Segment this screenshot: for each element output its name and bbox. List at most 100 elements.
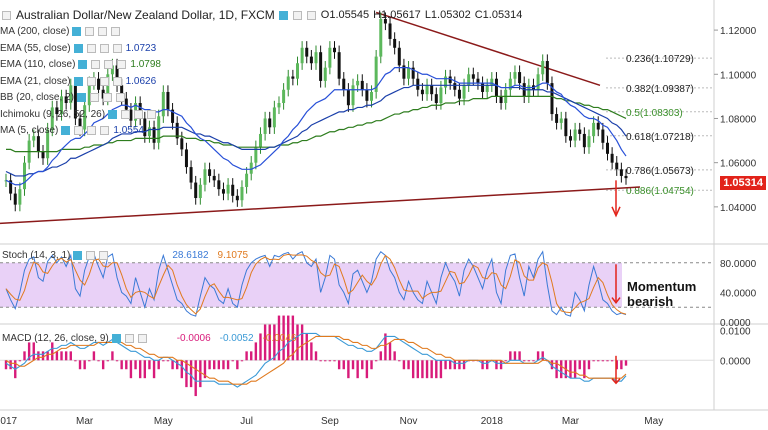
macd-histogram-bar (189, 360, 193, 388)
settings-icon[interactable] (74, 126, 84, 135)
macd-histogram-bar (416, 360, 419, 379)
candle-body (444, 76, 448, 88)
macd-histogram-bar (347, 360, 350, 379)
macd-histogram-bar (439, 360, 443, 379)
eye-icon[interactable] (78, 60, 88, 69)
macd-histogram-bar (217, 360, 221, 370)
settings-icon[interactable] (86, 251, 96, 260)
eye-icon[interactable] (278, 10, 288, 20)
close-icon[interactable] (137, 334, 147, 343)
macd-histogram-bar (305, 333, 308, 361)
macd-histogram-bar (263, 324, 267, 361)
eye-icon[interactable] (111, 334, 121, 343)
settings-icon[interactable] (86, 76, 96, 86)
candle-body (291, 76, 295, 79)
eye-icon[interactable] (73, 76, 83, 86)
close-icon[interactable] (99, 43, 109, 53)
macd-histogram-bar (213, 360, 216, 370)
more-icon[interactable] (147, 109, 157, 119)
macd-histogram-bar (365, 360, 369, 379)
settings-icon[interactable] (91, 60, 101, 69)
eye-icon[interactable] (73, 43, 83, 53)
candle-body (494, 78, 498, 97)
collapse-icon[interactable] (2, 10, 11, 20)
indicator-value: 1.0554 (113, 125, 144, 136)
candle-body (175, 122, 179, 139)
settings-icon[interactable] (85, 27, 95, 36)
time-tick-label: Mar (76, 416, 94, 427)
macd-histogram-bar (379, 351, 382, 361)
close-icon[interactable] (87, 126, 97, 135)
settings-icon[interactable] (124, 334, 134, 343)
macd-histogram-bar (222, 360, 225, 370)
eye-icon[interactable] (72, 27, 82, 36)
macd-histogram-bar (624, 360, 628, 366)
macd-histogram-bar (152, 360, 156, 379)
macd-histogram-bar (92, 351, 96, 361)
more-icon[interactable] (112, 43, 122, 53)
settings-icon[interactable] (121, 109, 131, 119)
settings-icon[interactable] (292, 10, 302, 20)
candle-body (407, 67, 411, 79)
candle-body (78, 118, 82, 130)
close-icon[interactable] (104, 60, 114, 69)
close-icon[interactable] (99, 251, 109, 260)
settings-icon[interactable] (86, 43, 96, 53)
macd-histogram-bar (532, 360, 535, 362)
macd-histogram-bar (226, 360, 230, 370)
macd-hist-value: -0.0006 (176, 333, 211, 344)
eye-icon[interactable] (61, 126, 71, 135)
macd-histogram-bar (88, 360, 91, 362)
indicator-label: EMA (21, close) (0, 75, 71, 87)
close-icon[interactable] (102, 93, 112, 102)
macd-histogram-bar (250, 351, 253, 361)
macd-histogram-bar (148, 360, 151, 370)
candle-body (541, 61, 545, 75)
candle-body (467, 74, 471, 86)
high-value: H1.05617 (373, 9, 421, 21)
candle-body (425, 85, 429, 95)
time-tick-label: Sep (321, 416, 339, 427)
macd-histogram-bar (328, 360, 332, 362)
settings-icon[interactable] (89, 93, 99, 102)
more-icon[interactable] (306, 10, 316, 20)
support-trendline (0, 186, 641, 225)
time-tick-label: 2018 (481, 416, 504, 427)
candle-body (490, 78, 494, 86)
candle-body (337, 52, 341, 79)
macd-histogram-bar (393, 351, 396, 361)
macd-histogram-bar (115, 360, 119, 362)
more-icon[interactable] (100, 126, 110, 135)
macd-histogram-bar (314, 351, 318, 361)
close-icon[interactable] (134, 109, 144, 119)
macd-histogram-bar (425, 360, 429, 379)
macd-histogram-bar (240, 360, 244, 362)
more-icon[interactable] (117, 60, 127, 69)
eye-icon[interactable] (108, 109, 118, 119)
more-icon[interactable] (115, 93, 125, 102)
indicator-label: MA (5, close) (0, 125, 59, 136)
candle-body (578, 129, 582, 134)
more-icon[interactable] (112, 76, 122, 86)
macd-signal-line (5, 335, 627, 385)
candle-body (258, 133, 262, 148)
eye-icon[interactable] (73, 251, 83, 260)
candle-body (402, 65, 406, 79)
more-icon[interactable] (111, 27, 121, 36)
chart-header: Australian Dollar/New Zealand Dollar, 1D… (2, 8, 522, 22)
macd-histogram-bar (282, 315, 285, 361)
macd-histogram-bar (277, 315, 281, 361)
candle-body (397, 47, 401, 66)
candle-body (605, 142, 609, 154)
close-icon[interactable] (99, 76, 109, 86)
candle-body (194, 182, 198, 199)
macd-histogram-bar (606, 360, 609, 362)
macd-histogram-bar (27, 342, 31, 361)
macd-histogram-bar (300, 324, 304, 361)
eye-icon[interactable] (76, 93, 86, 102)
macd-histogram-bar (78, 360, 82, 370)
close-icon[interactable] (98, 27, 108, 36)
macd-histogram-bar (527, 360, 531, 362)
macd-histogram-bar (560, 360, 563, 379)
macd-histogram-bar (388, 342, 392, 361)
